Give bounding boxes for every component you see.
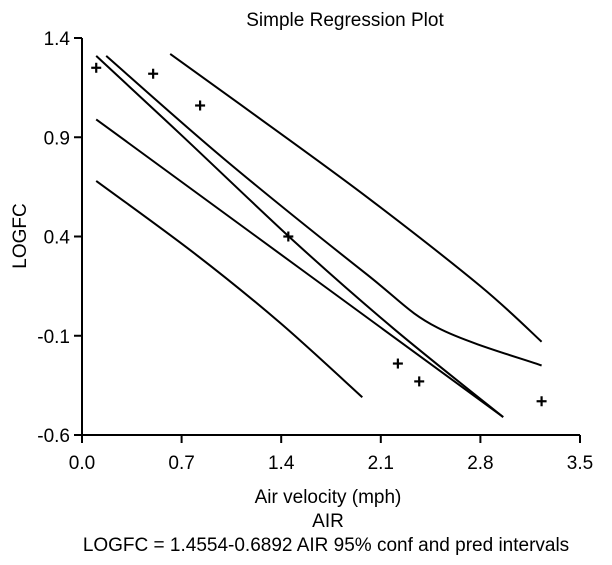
data-point (536, 396, 547, 407)
prediction-upper-line (169, 53, 543, 343)
confidence-upper-line (105, 55, 542, 367)
data-point (414, 376, 425, 387)
y-tick-label: -0.6 (37, 426, 70, 447)
x-tick-label: 0.7 (168, 453, 194, 474)
x-ticks: 0.0 0.7 1.4 2.1 2.8 3.5 (69, 435, 593, 474)
regression-equation: LOGFC = 1.4554-0.6892 AIR 95% conf and p… (83, 535, 569, 556)
data-points (91, 62, 547, 407)
x-tick-label: 2.8 (467, 453, 493, 474)
prediction-lower-line (95, 180, 363, 399)
x-tick-label: 2.1 (368, 453, 394, 474)
y-tick-label: 0.9 (44, 128, 70, 149)
y-axis-label: LOGFC (10, 203, 31, 268)
y-tick-label: 0.4 (44, 228, 71, 249)
data-point (283, 231, 294, 242)
x-axis-variable: AIR (312, 511, 344, 532)
data-point (91, 62, 102, 73)
data-point (392, 358, 403, 369)
y-tick-label: 1.4 (44, 29, 71, 50)
confidence-lower-line (95, 55, 504, 418)
y-tick-label: -0.1 (37, 327, 70, 348)
chart-title: Simple Regression Plot (246, 10, 444, 31)
data-point (148, 68, 159, 79)
y-ticks: 1.4 0.9 0.4 -0.1 -0.6 (37, 29, 82, 447)
x-tick-label: 3.5 (567, 453, 593, 474)
x-axis-label: Air velocity (mph) (255, 487, 402, 508)
regression-line (95, 118, 504, 418)
curves (95, 53, 543, 418)
x-tick-label: 0.0 (69, 453, 95, 474)
data-point (195, 100, 206, 111)
x-tick-label: 1.4 (268, 453, 295, 474)
